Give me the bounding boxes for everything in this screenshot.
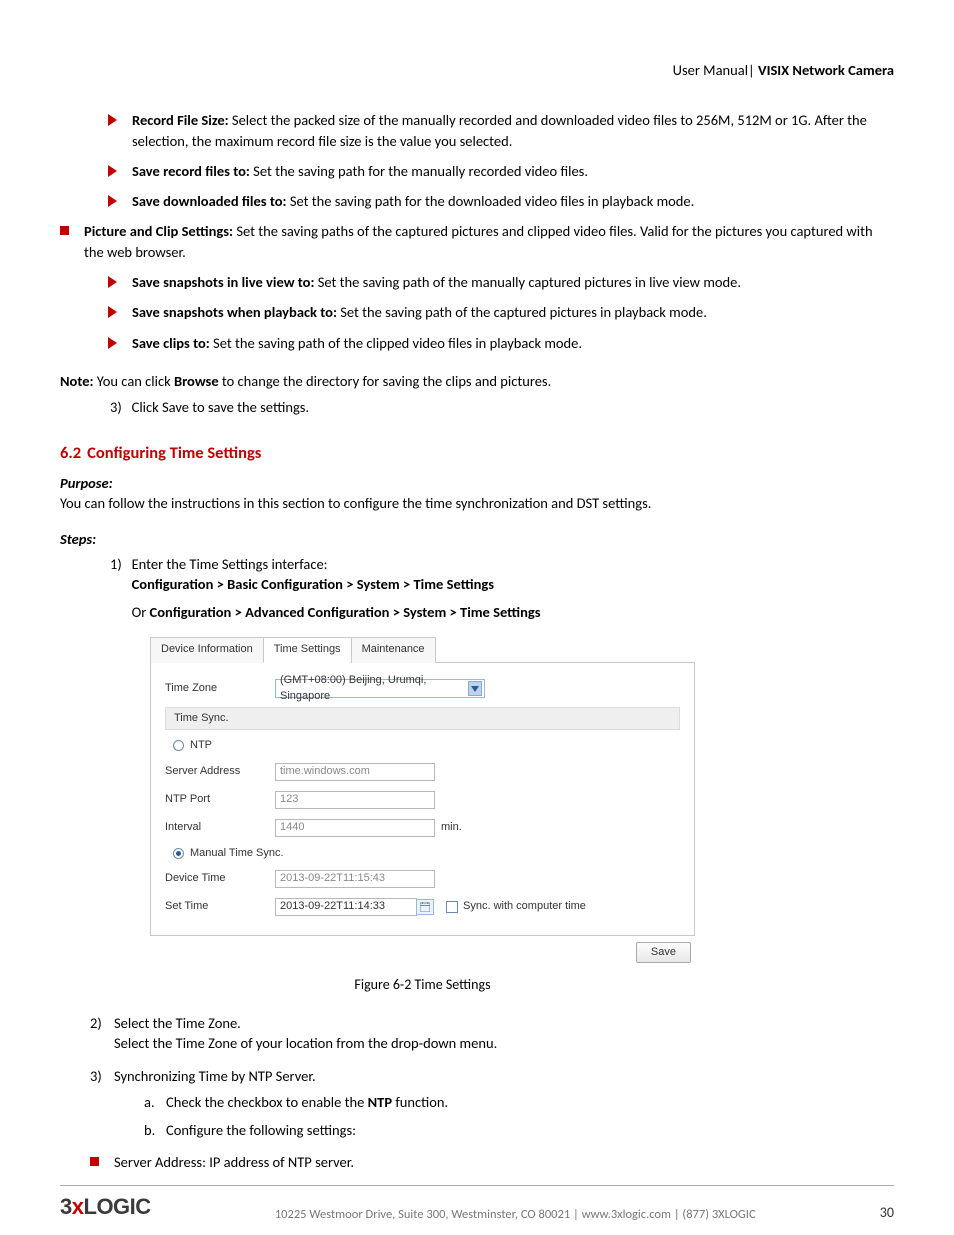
page-header: User Manual| VISIX Network Camera xyxy=(60,60,894,80)
header-right: VISIX Network Camera xyxy=(758,61,894,79)
logo: 3xLOGIC xyxy=(60,1192,151,1223)
tabs: Device Information Time Settings Mainten… xyxy=(150,636,695,662)
timezone-label: Time Zone xyxy=(165,681,275,696)
bullet-list-2: Save snapshots in live view to: Set the … xyxy=(60,272,894,353)
or-line: 1) Or Configuration > Advanced Configura… xyxy=(60,602,894,622)
bullet-save-record: Save record files to: Set the saving pat… xyxy=(108,161,894,181)
save-button[interactable]: Save xyxy=(636,942,691,963)
bullet-picture-clip: Picture and Clip Settings: Set the savin… xyxy=(60,221,894,262)
ntp-label: NTP xyxy=(190,738,212,753)
step-1: 1) Enter the Time Settings interface: 1)… xyxy=(60,554,894,595)
purpose-label: Purpose: xyxy=(60,473,894,493)
save-step-3: 3) Click Save to save the settings. xyxy=(110,397,894,417)
bullet-snap-playback: Save snapshots when playback to: Set the… xyxy=(108,302,894,322)
device-time-label: Device Time xyxy=(165,871,275,886)
timezone-value: (GMT+08:00) Beijing, Urumqi, Singapore xyxy=(280,673,468,704)
bullet-record-file-size: Record File Size: Select the packed size… xyxy=(108,110,894,151)
radio-manual[interactable] xyxy=(173,848,184,859)
set-time-input[interactable]: 2013-09-22T11:14:33 xyxy=(275,898,417,916)
tab-time-settings[interactable]: Time Settings xyxy=(263,637,352,662)
note-line: Note: You can click Browse to change the… xyxy=(60,371,894,391)
device-time-input: 2013-09-22T11:15:43 xyxy=(275,870,435,888)
page-number: 30 xyxy=(880,1203,894,1223)
square-list-1: Picture and Clip Settings: Set the savin… xyxy=(60,221,894,262)
bullet-save-downloaded: Save downloaded files to: Set the saving… xyxy=(108,191,894,211)
square-list-2: Server Address: IP address of NTP server… xyxy=(60,1152,894,1172)
set-time-label: Set Time xyxy=(165,899,275,914)
time-sync-bar: Time Sync. xyxy=(165,707,680,730)
header-left: User Manual| xyxy=(673,61,755,79)
sync-chk-label: Sync. with computer time xyxy=(463,899,586,914)
tab-maintenance[interactable]: Maintenance xyxy=(351,637,436,662)
footer-address: 10225 Westmoor Drive, Suite 300, Westmin… xyxy=(275,1206,756,1224)
interval-input[interactable]: 1440 xyxy=(275,819,435,837)
sync-checkbox[interactable] xyxy=(446,901,458,913)
numbered-steps: 2) Select the Time Zone. Select the Time… xyxy=(60,1013,894,1140)
step-3b-a: a.Check the checkbox to enable the NTP f… xyxy=(144,1092,894,1112)
ntp-port-label: NTP Port xyxy=(165,792,275,807)
figure-caption: Figure 6-2 Time Settings xyxy=(150,975,695,995)
server-addr-input[interactable]: time.windows.com xyxy=(275,763,435,781)
step-3b-b: b.Configure the following settings: xyxy=(144,1120,894,1140)
chevron-down-icon xyxy=(468,681,482,696)
ntp-port-input[interactable]: 123 xyxy=(275,791,435,809)
figure-time-settings: Device Information Time Settings Mainten… xyxy=(150,636,695,995)
interval-label: Interval xyxy=(165,820,275,835)
purpose-text: You can follow the instructions in this … xyxy=(60,493,894,513)
step-3b: 3) Synchronizing Time by NTP Server. a.C… xyxy=(90,1066,894,1141)
manual-label: Manual Time Sync. xyxy=(190,846,284,861)
manual-radio-row[interactable]: Manual Time Sync. xyxy=(165,846,680,861)
section-heading: 6.2Configuring Time Settings xyxy=(60,442,894,465)
bullet-save-clips: Save clips to: Set the saving path of th… xyxy=(108,333,894,353)
tab-device-info[interactable]: Device Information xyxy=(150,637,264,662)
ntp-radio-row[interactable]: NTP xyxy=(165,738,680,753)
save-step: 3) Click Save to save the settings. xyxy=(60,397,894,417)
bullet-server-address: Server Address: IP address of NTP server… xyxy=(90,1152,894,1172)
calendar-icon[interactable] xyxy=(416,899,434,915)
server-addr-label: Server Address xyxy=(165,764,275,779)
step-2: 2) Select the Time Zone. Select the Time… xyxy=(90,1013,894,1054)
radio-ntp[interactable] xyxy=(173,740,184,751)
page-footer: 3xLOGIC 10225 Westmoor Drive, Suite 300,… xyxy=(60,1185,894,1223)
steps-label: Steps: xyxy=(60,529,894,549)
bullet-snap-live: Save snapshots in live view to: Set the … xyxy=(108,272,894,292)
interval-unit: min. xyxy=(441,820,462,835)
bullet-list-1: Record File Size: Select the packed size… xyxy=(60,110,894,211)
timezone-select[interactable]: (GMT+08:00) Beijing, Urumqi, Singapore xyxy=(275,679,485,698)
